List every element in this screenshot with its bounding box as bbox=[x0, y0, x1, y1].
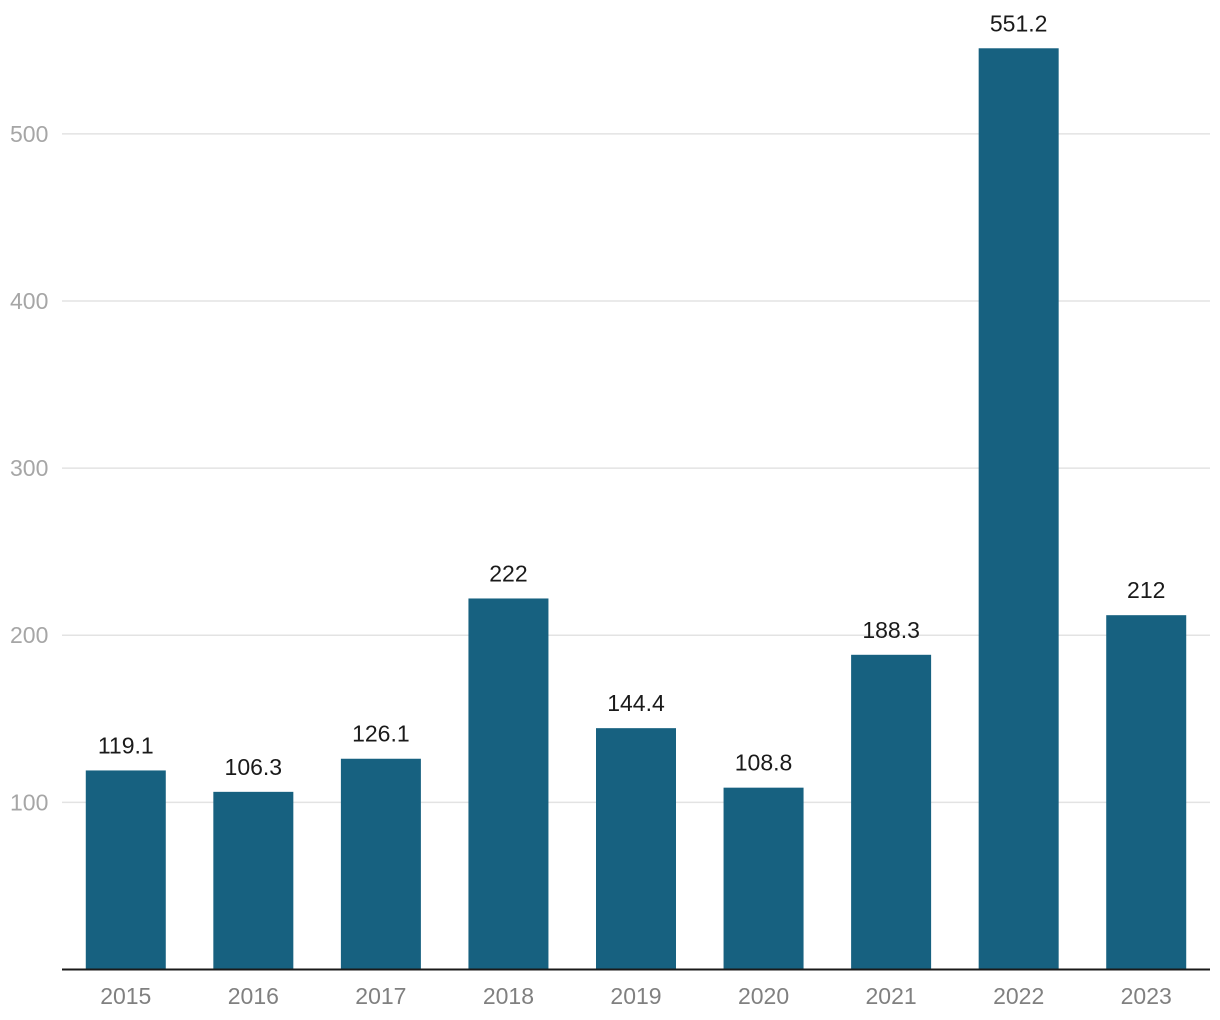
data-label-2017: 126.1 bbox=[352, 721, 410, 747]
x-tick-label-2019: 2019 bbox=[610, 983, 661, 1009]
x-tick-label-2015: 2015 bbox=[100, 983, 151, 1009]
y-tick-label: 100 bbox=[10, 789, 48, 815]
data-label-2021: 188.3 bbox=[862, 617, 920, 643]
y-tick-label: 200 bbox=[10, 622, 48, 648]
x-tick-label-2020: 2020 bbox=[738, 983, 789, 1009]
data-label-2023: 212 bbox=[1127, 577, 1165, 603]
bar-2016 bbox=[213, 791, 294, 970]
data-label-2020: 108.8 bbox=[735, 750, 793, 776]
bar-2023 bbox=[1106, 615, 1187, 970]
bar-2021 bbox=[851, 654, 932, 970]
bar-2015 bbox=[85, 770, 166, 970]
data-label-2022: 551.2 bbox=[990, 10, 1048, 36]
data-label-2018: 222 bbox=[489, 560, 527, 586]
x-tick-label-2016: 2016 bbox=[228, 983, 279, 1009]
y-tick-label: 500 bbox=[10, 121, 48, 147]
y-tick-label: 400 bbox=[10, 288, 48, 314]
bar-2020 bbox=[723, 787, 804, 970]
x-axis-ticks: 2015 2016 2017 2018 2019 2020 2021 2022 2023 bbox=[100, 983, 1172, 1009]
x-tick-label-2023: 2023 bbox=[1121, 983, 1172, 1009]
bar-2022 bbox=[978, 48, 1059, 970]
bar-2019 bbox=[596, 728, 676, 970]
bar-2017 bbox=[340, 758, 421, 970]
y-axis-ticks: 100 200 300 400 500 bbox=[10, 121, 48, 816]
bars bbox=[85, 48, 1187, 970]
data-label-2019: 144.4 bbox=[607, 690, 665, 716]
y-tick-label: 300 bbox=[10, 455, 48, 481]
bar-2018 bbox=[468, 598, 549, 970]
data-labels: 119.1 106.3 126.1 222 144.4 108.8 188.3 551.2 21… bbox=[98, 10, 1166, 780]
x-tick-label-2017: 2017 bbox=[355, 983, 406, 1009]
data-label-2016: 106.3 bbox=[225, 754, 283, 780]
x-tick-label-2018: 2018 bbox=[483, 983, 534, 1009]
x-tick-label-2021: 2021 bbox=[866, 983, 917, 1009]
data-label-2015: 119.1 bbox=[98, 732, 154, 758]
x-tick-label-2022: 2022 bbox=[993, 983, 1044, 1009]
